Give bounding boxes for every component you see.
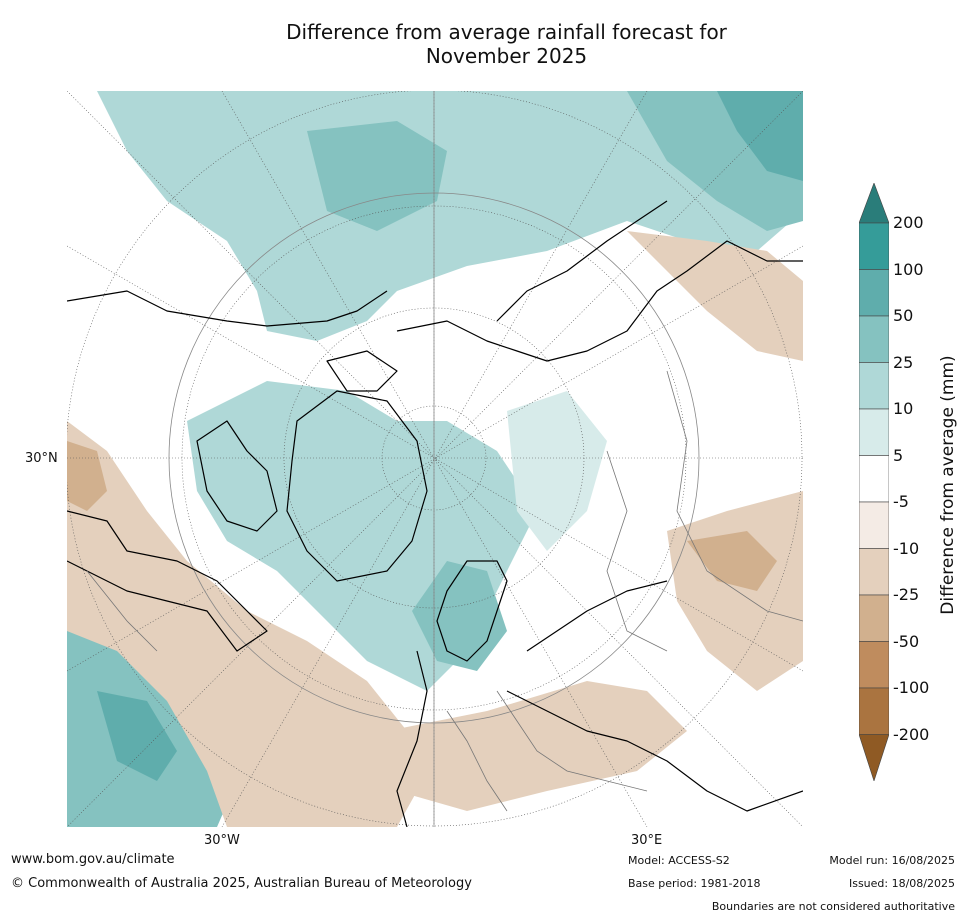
colorbar-extend-high	[859, 183, 889, 224]
colorbar-swatch	[859, 594, 889, 642]
wet-region-atlantic	[507, 391, 607, 551]
colorbar-swatch	[859, 501, 889, 549]
colorbar-swatch	[859, 641, 889, 689]
footer-copyright: © Commonwealth of Australia 2025, Austra…	[11, 876, 472, 891]
footer-base-period: Base period: 1981-2018	[628, 877, 761, 890]
colorbar-tick-label: -5	[893, 492, 909, 511]
dry-region-north-america-dark	[67, 441, 107, 511]
coastline-europe	[396, 580, 803, 827]
coastline-north-america	[67, 290, 388, 652]
dry-region-siberia	[627, 231, 803, 361]
colorbar-tick-label: 5	[893, 445, 904, 465]
colorbar-tick-label: 100	[893, 259, 924, 279]
colorbar-swatch	[859, 548, 889, 596]
footer-model-run: Model run: 16/08/2025	[829, 854, 955, 867]
footer-boundaries: Boundaries are not considered authoritat…	[711, 900, 955, 913]
coastline-scandinavia	[436, 560, 508, 662]
lon-label-30e: 30°E	[631, 833, 663, 848]
dry-region-mediterranean	[387, 681, 687, 811]
title-line-1: Difference from average rainfall forecas…	[286, 20, 727, 44]
colorbar-tick-label: -100	[893, 678, 930, 697]
coastline-canadian-arctic	[196, 350, 398, 532]
coastline-eurasia	[396, 200, 803, 362]
colorbar-swatch	[859, 222, 889, 270]
dry-region-central-asia-dark	[687, 531, 777, 591]
coastline-greenland	[286, 390, 428, 582]
footer-model: Model: ACCESS-S2	[628, 854, 730, 867]
wet-region-north-pacific	[97, 91, 803, 341]
colorbar-tick-label: 10	[893, 399, 914, 418]
colorbar-tick-label: 200	[893, 213, 924, 232]
lat-label-30n: 30°N	[25, 451, 58, 466]
title-line-2: November 2025	[425, 44, 588, 68]
colorbar-swatch	[859, 455, 889, 503]
lon-label-30w: 30°W	[204, 833, 240, 848]
colorbar-swatch	[859, 315, 889, 363]
wet-region-central-pacific	[307, 121, 447, 231]
colorbar-tick-label: 50	[893, 306, 914, 325]
wet-region-pacific-darker	[717, 91, 803, 181]
footer-issued: Issued: 18/08/2025	[848, 877, 955, 890]
wet-region-scandinavia	[412, 561, 507, 671]
colorbar-swatch	[859, 269, 889, 317]
colorbar-extend-low	[859, 734, 889, 781]
colorbar-tick-label: 25	[893, 352, 914, 372]
colorbar-swatch	[859, 687, 889, 735]
colorbar-tick-label: -200	[893, 724, 930, 744]
wet-region-southwest-dark	[97, 691, 177, 781]
colorbar-title-text: Difference from average (mm)	[938, 355, 958, 615]
chart-title: Difference from average rainfall forecas…	[0, 20, 965, 68]
colorbar-tick-label: -25	[893, 585, 920, 604]
colorbar-swatch	[859, 362, 889, 410]
colorbar-tick-label: -10	[893, 538, 920, 558]
colorbar-swatch	[859, 408, 889, 456]
dry-region-north-america	[67, 421, 417, 827]
colorbar-tick-label: -50	[893, 631, 920, 651]
colorbar	[859, 183, 889, 781]
footer-url: www.bom.gov.au/climate	[11, 852, 175, 867]
rainfall-map	[67, 91, 803, 827]
